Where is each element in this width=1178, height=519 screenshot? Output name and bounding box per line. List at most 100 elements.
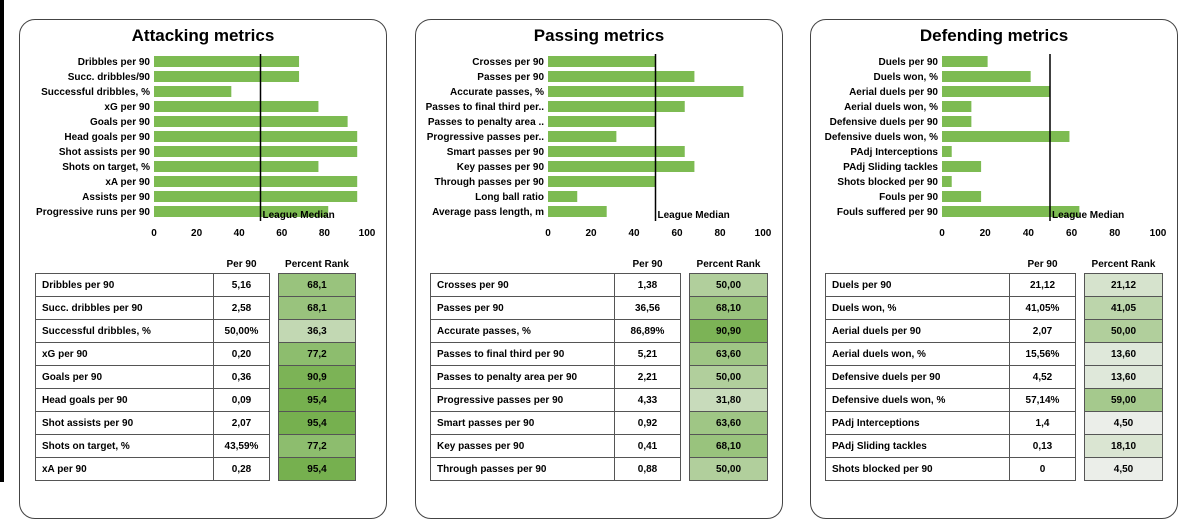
per90-cell: 1,4 — [1009, 411, 1076, 435]
per90-cell: 0,09 — [213, 388, 270, 412]
category-label: Shots blocked per 90 — [837, 177, 938, 188]
percent-rank-cell: 63,60 — [689, 342, 768, 366]
metric-name-cell: xA per 90 — [35, 457, 214, 481]
per90-cell: 4,52 — [1009, 365, 1076, 389]
category-label: Smart passes per 90 — [447, 147, 545, 158]
percent-rank-cell: 36,3 — [278, 319, 356, 343]
category-label: Aerial duels won, % — [844, 102, 938, 113]
category-label: PAdj Interceptions — [850, 147, 938, 158]
panel-title: Passing metrics — [533, 26, 665, 45]
metric-name-cell: Goals per 90 — [35, 365, 214, 389]
category-label: Shots on target, % — [62, 162, 150, 173]
category-label: Succ. dribbles/90 — [68, 72, 151, 83]
metric-name-cell: Duels won, % — [825, 296, 1010, 320]
per90-cell: 4,33 — [614, 388, 681, 412]
table-row: Duels won, % 41,05% 41,05 — [825, 296, 1163, 320]
category-label: Long ball ratio — [475, 192, 544, 203]
bar — [154, 86, 232, 97]
bar — [154, 101, 319, 112]
bar — [942, 176, 952, 187]
percent-rank-cell: 59,00 — [1084, 388, 1163, 412]
per90-cell: 2,07 — [213, 411, 270, 435]
x-tick-label: 0 — [545, 228, 551, 239]
x-tick-label: 40 — [234, 228, 246, 239]
table-row: Crosses per 90 1,38 50,00 — [430, 273, 768, 297]
table-row: PAdj Sliding tackles 0,13 18,10 — [825, 434, 1163, 458]
category-label: Fouls per 90 — [879, 192, 938, 203]
bar — [154, 206, 329, 217]
bar — [942, 71, 1031, 82]
per90-cell: 86,89% — [614, 319, 681, 343]
bar — [154, 131, 358, 142]
x-tick-label: 100 — [359, 228, 376, 239]
cell-gap — [270, 458, 279, 481]
table-row: Shots on target, % 43,59% 77,2 — [35, 434, 356, 458]
percent-rank-cell: 41,05 — [1084, 296, 1163, 320]
per90-cell: 21,12 — [1009, 273, 1076, 297]
per90-cell: 0,20 — [213, 342, 270, 366]
per90-cell: 43,59% — [213, 434, 270, 458]
cell-gap — [1076, 366, 1085, 389]
table-row: Passes to penalty area per 90 2,21 50,00 — [430, 365, 768, 389]
defending-panel: Defending metrics Duels per 90 Duels won,… — [810, 19, 1178, 519]
category-label: PAdj Sliding tackles — [843, 162, 938, 173]
table-row: Shots blocked per 90 0 4,50 — [825, 457, 1163, 481]
percent-rank-cell: 50,00 — [689, 457, 768, 481]
x-tick-label: 80 — [714, 228, 726, 239]
passing-bar-chart: Crosses per 90 Passes per 90 Accurate pass… — [426, 54, 772, 239]
cell-gap — [270, 343, 279, 366]
per90-cell: 1,38 — [614, 273, 681, 297]
per90-header: Per 90 — [226, 258, 257, 270]
per90-cell: 0,41 — [614, 434, 681, 458]
x-tick-label: 20 — [585, 228, 597, 239]
x-tick-label: 40 — [628, 228, 640, 239]
category-label: Progressive passes per.. — [427, 132, 545, 143]
passing-panel: Passing metrics Crosses per 90 Passes per… — [415, 19, 783, 519]
cell-gap — [270, 320, 279, 343]
cell-gap — [681, 274, 690, 297]
median-label: League Median — [1052, 210, 1124, 221]
cell-gap — [681, 343, 690, 366]
percent-rank-cell: 4,50 — [1084, 411, 1163, 435]
bar — [154, 71, 300, 82]
metric-name-cell: PAdj Interceptions — [825, 411, 1010, 435]
table-row: Duels per 90 21,12 21,12 — [825, 273, 1163, 297]
metric-name-cell: Succ. dribbles per 90 — [35, 296, 214, 320]
per90-cell: 50,00% — [213, 319, 270, 343]
attacking-table: Per 90 Percent Rank Dribbles per 90 5,16 6… — [35, 255, 356, 481]
metric-name-cell: Dribbles per 90 — [35, 273, 214, 297]
passing-table: Per 90 Percent Rank Crosses per 90 1,38 50… — [430, 255, 768, 481]
percent-rank-cell: 18,10 — [1084, 434, 1163, 458]
table-row: Head goals per 90 0,09 95,4 — [35, 388, 356, 412]
category-label: Goals per 90 — [90, 117, 150, 128]
bar — [154, 176, 358, 187]
category-label: xG per 90 — [104, 102, 150, 113]
category-label: Average pass length, m — [432, 207, 544, 218]
table-row: Accurate passes, % 86,89% 90,90 — [430, 319, 768, 343]
category-label: Through passes per 90 — [435, 177, 545, 188]
percent-rank-cell: 68,10 — [689, 296, 768, 320]
cell-gap — [1076, 389, 1085, 412]
bar — [942, 56, 988, 67]
metric-name-cell: Head goals per 90 — [35, 388, 214, 412]
bar — [548, 71, 695, 82]
per90-cell: 2,21 — [614, 365, 681, 389]
per90-cell: 15,56% — [1009, 342, 1076, 366]
cell-gap — [681, 458, 690, 481]
table-row: xG per 90 0,20 77,2 — [35, 342, 356, 366]
percent-rank-cell: 95,4 — [278, 457, 356, 481]
metric-name-cell: Accurate passes, % — [430, 319, 615, 343]
category-label: Accurate passes, % — [450, 87, 544, 98]
table-row: Shot assists per 90 2,07 95,4 — [35, 411, 356, 435]
bar — [154, 146, 358, 157]
bar — [548, 161, 695, 172]
bar — [942, 101, 972, 112]
percent-rank-cell: 68,1 — [278, 273, 356, 297]
percent-rank-cell: 13,60 — [1084, 342, 1163, 366]
attacking-bar-chart: Dribbles per 90 Succ. dribbles/90 Successf… — [36, 54, 376, 239]
table-row: Smart passes per 90 0,92 63,60 — [430, 411, 768, 435]
metric-name-cell: Through passes per 90 — [430, 457, 615, 481]
metric-name-cell: Passes to final third per 90 — [430, 342, 615, 366]
per90-cell: 2,07 — [1009, 319, 1076, 343]
metric-name-cell: Passes to penalty area per 90 — [430, 365, 615, 389]
